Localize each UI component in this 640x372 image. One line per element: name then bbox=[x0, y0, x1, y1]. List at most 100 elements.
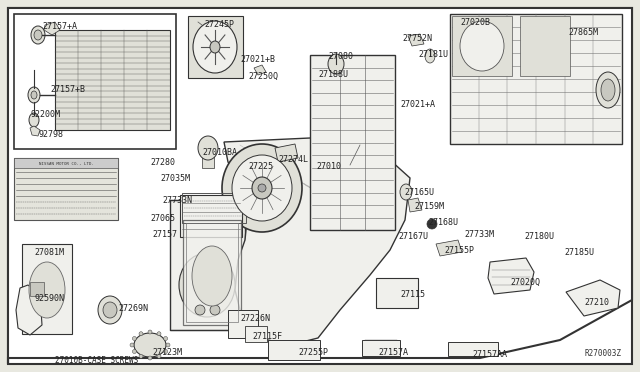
Ellipse shape bbox=[130, 343, 134, 347]
Text: 27010B-CASE SCREWS: 27010B-CASE SCREWS bbox=[55, 356, 138, 365]
Polygon shape bbox=[16, 285, 42, 335]
Text: 27274L: 27274L bbox=[278, 155, 308, 164]
Bar bbox=[376, 278, 418, 308]
Bar bbox=[55, 30, 170, 130]
Text: 27865M: 27865M bbox=[568, 28, 598, 37]
Ellipse shape bbox=[166, 343, 170, 347]
Text: 27167U: 27167U bbox=[398, 232, 428, 241]
Ellipse shape bbox=[210, 305, 220, 315]
Ellipse shape bbox=[164, 350, 168, 353]
Bar bbox=[182, 193, 246, 223]
Text: 27020B: 27020B bbox=[460, 18, 490, 27]
Polygon shape bbox=[436, 240, 462, 256]
Ellipse shape bbox=[193, 21, 237, 73]
Text: 27157+A: 27157+A bbox=[42, 22, 77, 31]
Ellipse shape bbox=[400, 184, 412, 200]
Text: NISSAN MOTOR CO., LTD.: NISSAN MOTOR CO., LTD. bbox=[38, 162, 93, 166]
Polygon shape bbox=[254, 65, 266, 75]
Ellipse shape bbox=[103, 302, 117, 318]
Ellipse shape bbox=[328, 54, 344, 74]
Text: 27010BA: 27010BA bbox=[202, 148, 237, 157]
Text: 92200M: 92200M bbox=[30, 110, 60, 119]
Polygon shape bbox=[488, 258, 534, 294]
Ellipse shape bbox=[134, 333, 166, 357]
Ellipse shape bbox=[98, 296, 122, 324]
Text: 27080: 27080 bbox=[328, 52, 353, 61]
Ellipse shape bbox=[132, 350, 136, 353]
Text: 27733N: 27733N bbox=[162, 196, 192, 205]
Bar bbox=[450, 14, 622, 144]
Text: 27010: 27010 bbox=[316, 162, 341, 171]
Ellipse shape bbox=[210, 41, 220, 53]
Text: 27250Q: 27250Q bbox=[248, 72, 278, 81]
Ellipse shape bbox=[148, 330, 152, 334]
Ellipse shape bbox=[29, 113, 39, 127]
Ellipse shape bbox=[31, 91, 37, 99]
Bar bbox=[520, 16, 570, 76]
Text: 27752N: 27752N bbox=[402, 34, 432, 43]
Polygon shape bbox=[275, 144, 298, 162]
Ellipse shape bbox=[192, 246, 232, 306]
Ellipse shape bbox=[232, 155, 292, 221]
Text: 27123M: 27123M bbox=[152, 348, 182, 357]
Text: R270003Z: R270003Z bbox=[585, 349, 622, 358]
Text: 27733M: 27733M bbox=[464, 230, 494, 239]
Ellipse shape bbox=[164, 337, 168, 340]
Bar bbox=[310, 55, 395, 230]
Ellipse shape bbox=[425, 49, 435, 63]
Text: 27269N: 27269N bbox=[118, 304, 148, 313]
Polygon shape bbox=[30, 126, 40, 136]
Bar bbox=[362, 340, 400, 356]
Bar bbox=[186, 223, 238, 322]
Bar bbox=[183, 220, 241, 325]
Bar bbox=[22, 244, 72, 334]
Text: 27065: 27065 bbox=[150, 214, 175, 223]
Polygon shape bbox=[566, 280, 620, 316]
Text: 27255P: 27255P bbox=[298, 348, 328, 357]
Bar bbox=[14, 158, 118, 220]
Ellipse shape bbox=[427, 219, 437, 229]
Text: 27210: 27210 bbox=[584, 298, 609, 307]
Text: 27181U: 27181U bbox=[418, 50, 448, 59]
Text: 27021+B: 27021+B bbox=[240, 55, 275, 64]
Ellipse shape bbox=[139, 332, 143, 336]
Bar bbox=[14, 14, 176, 149]
Bar bbox=[228, 310, 258, 338]
Text: 92590N: 92590N bbox=[34, 294, 64, 303]
Ellipse shape bbox=[195, 305, 205, 315]
Text: 27226N: 27226N bbox=[240, 314, 270, 323]
Text: 27157: 27157 bbox=[152, 230, 177, 239]
Text: 27115F: 27115F bbox=[252, 332, 282, 341]
Text: 27157A: 27157A bbox=[378, 348, 408, 357]
Polygon shape bbox=[44, 22, 60, 35]
Bar bbox=[245, 326, 267, 342]
Ellipse shape bbox=[198, 136, 218, 160]
Text: 27280: 27280 bbox=[150, 158, 175, 167]
Bar bbox=[448, 342, 498, 356]
Ellipse shape bbox=[601, 79, 615, 101]
Bar bbox=[180, 195, 242, 237]
Bar bbox=[170, 200, 245, 330]
Ellipse shape bbox=[222, 144, 302, 232]
Ellipse shape bbox=[596, 72, 620, 108]
Text: 27021+A: 27021+A bbox=[400, 100, 435, 109]
Ellipse shape bbox=[31, 26, 45, 44]
Ellipse shape bbox=[157, 332, 161, 336]
Ellipse shape bbox=[34, 30, 42, 40]
Text: 27188U: 27188U bbox=[318, 70, 348, 79]
Text: 27157AA: 27157AA bbox=[472, 350, 507, 359]
Text: 27180U: 27180U bbox=[524, 232, 554, 241]
Polygon shape bbox=[408, 34, 424, 46]
Ellipse shape bbox=[132, 337, 136, 340]
Text: 27035M: 27035M bbox=[160, 174, 190, 183]
Bar bbox=[452, 16, 512, 76]
Text: 27157+B: 27157+B bbox=[50, 85, 85, 94]
Ellipse shape bbox=[29, 262, 65, 318]
Polygon shape bbox=[8, 8, 632, 364]
Text: 27115: 27115 bbox=[400, 290, 425, 299]
Text: 27168U: 27168U bbox=[428, 218, 458, 227]
Ellipse shape bbox=[258, 184, 266, 192]
Bar bbox=[30, 282, 44, 296]
Bar bbox=[202, 154, 214, 168]
Text: 27159M: 27159M bbox=[414, 202, 444, 211]
